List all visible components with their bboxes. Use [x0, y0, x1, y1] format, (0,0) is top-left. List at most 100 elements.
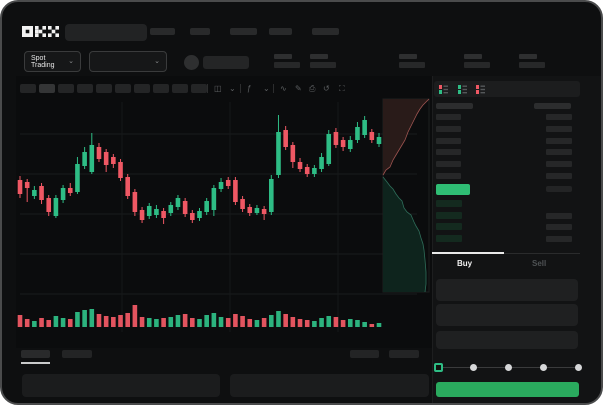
- orderbook-last-price[interactable]: [436, 184, 470, 195]
- total-input-placeholder[interactable]: [436, 331, 578, 349]
- volume-bar: [333, 317, 339, 327]
- volume-bar: [17, 315, 23, 327]
- interval-button-placeholder[interactable]: [115, 84, 131, 93]
- bid-price-placeholder[interactable]: [436, 200, 462, 207]
- candlestick-chart[interactable]: [17, 97, 432, 347]
- amount-input-placeholder[interactable]: [436, 304, 578, 326]
- ask-price-placeholder[interactable]: [436, 161, 461, 168]
- chevron-down-icon[interactable]: ⌄: [229, 84, 236, 93]
- tab-buy[interactable]: Buy: [457, 259, 473, 268]
- candle: [304, 167, 310, 174]
- candle: [254, 208, 260, 213]
- pair-name-placeholder: [203, 56, 249, 69]
- interval-button-placeholder[interactable]: [96, 84, 112, 93]
- chart-bottom-tab[interactable]: [350, 350, 379, 358]
- slider-stop-dot[interactable]: [469, 364, 477, 371]
- candle: [190, 213, 195, 220]
- fullscreen-icon[interactable]: ⛶: [339, 84, 345, 93]
- candle: [46, 198, 52, 212]
- undo-icon[interactable]: ↺: [323, 84, 330, 93]
- candle: [89, 145, 95, 172]
- chart-bottom-tab[interactable]: [62, 350, 92, 358]
- chart-style-icon[interactable]: ◫: [214, 84, 222, 93]
- chart-bottom-tab-active[interactable]: [21, 350, 50, 358]
- volume-bar: [60, 318, 66, 327]
- indicators-icon[interactable]: ƒ: [247, 84, 252, 93]
- candle: [125, 177, 130, 196]
- buy-button[interactable]: [436, 382, 579, 397]
- slider-stop-dot[interactable]: [504, 364, 512, 371]
- bid-amount-placeholder[interactable]: [546, 235, 572, 242]
- toolbar-divider: [273, 84, 274, 93]
- ask-price-placeholder[interactable]: [436, 114, 461, 120]
- ask-price-placeholder[interactable]: [436, 173, 461, 179]
- ask-amount-placeholder[interactable]: [546, 173, 572, 179]
- bid-price-placeholder[interactable]: [436, 234, 462, 242]
- interval-button-placeholder[interactable]: [134, 84, 150, 93]
- stat-label-placeholder: [464, 54, 482, 59]
- slider-handle[interactable]: [433, 363, 443, 372]
- market-type-selector[interactable]: Spot Trading ⌄: [24, 51, 81, 72]
- orderbook-toolbar: [434, 81, 580, 97]
- volume-bar: [197, 319, 202, 327]
- interval-button-placeholder[interactable]: [153, 84, 169, 93]
- slider-stop-dot[interactable]: [539, 364, 547, 371]
- ask-amount-placeholder[interactable]: [546, 161, 572, 168]
- candle: [290, 145, 296, 162]
- orders-panel-placeholder: [22, 374, 220, 397]
- nav-item-placeholder[interactable]: [190, 28, 210, 35]
- order-book-bids-icon[interactable]: [458, 85, 467, 94]
- orderbook-price-header-placeholder: [436, 103, 473, 109]
- volume-bar: [362, 322, 367, 327]
- interval-button-placeholder[interactable]: [20, 84, 36, 93]
- bid-amount-placeholder[interactable]: [546, 224, 572, 230]
- bid-amount-placeholder[interactable]: [546, 212, 572, 219]
- candle: [240, 199, 245, 209]
- candle: [154, 209, 159, 215]
- bid-price-placeholder[interactable]: [436, 223, 462, 230]
- chevron-down-icon: ⌄: [154, 58, 160, 65]
- candle: [132, 192, 138, 212]
- slider-stop-dot[interactable]: [574, 364, 582, 371]
- ask-price-placeholder[interactable]: [436, 125, 461, 132]
- ask-amount-placeholder[interactable]: [546, 137, 572, 144]
- price-input-placeholder[interactable]: [436, 279, 578, 301]
- order-book-asks-icon[interactable]: [476, 85, 485, 94]
- ask-amount-placeholder[interactable]: [546, 149, 572, 156]
- ask-price-placeholder[interactable]: [436, 149, 461, 156]
- interval-button-placeholder[interactable]: [58, 84, 74, 93]
- nav-item-placeholder[interactable]: [230, 28, 257, 35]
- pair-dropdown[interactable]: ⌄: [89, 51, 167, 72]
- toolbar-divider: [207, 84, 208, 93]
- draw-tool-icon[interactable]: ✎: [295, 84, 302, 93]
- ask-amount-placeholder[interactable]: [546, 125, 572, 132]
- volume-bar: [139, 317, 145, 327]
- order-book-combined-icon[interactable]: [439, 85, 448, 94]
- candle: [146, 206, 152, 216]
- volume-bar: [182, 314, 188, 327]
- candle: [369, 132, 375, 140]
- interval-button-placeholder[interactable]: [39, 84, 55, 93]
- coin-avatar: [184, 55, 199, 70]
- volume-bar: [211, 313, 217, 327]
- nav-item-placeholder[interactable]: [269, 28, 292, 35]
- screenshot-icon[interactable]: ⎙: [309, 84, 316, 93]
- line-tool-icon[interactable]: ∿: [280, 84, 287, 93]
- candle: [326, 134, 332, 164]
- ask-amount-placeholder[interactable]: [546, 114, 572, 120]
- interval-button-placeholder[interactable]: [191, 84, 207, 93]
- nav-item-placeholder[interactable]: [150, 28, 175, 35]
- interval-button-placeholder[interactable]: [77, 84, 93, 93]
- tab-sell[interactable]: Sell: [532, 259, 547, 268]
- nav-item-placeholder[interactable]: [312, 28, 339, 35]
- bid-price-placeholder[interactable]: [436, 211, 462, 219]
- ask-price-placeholder[interactable]: [436, 137, 461, 144]
- chart-bottom-tab[interactable]: [389, 350, 419, 358]
- interval-button-placeholder[interactable]: [172, 84, 188, 93]
- candle: [17, 180, 23, 194]
- chevron-down-icon[interactable]: ⌄: [263, 84, 270, 93]
- trade-tabs-divider: [432, 253, 580, 254]
- search-input[interactable]: [65, 24, 147, 41]
- candle: [355, 127, 360, 140]
